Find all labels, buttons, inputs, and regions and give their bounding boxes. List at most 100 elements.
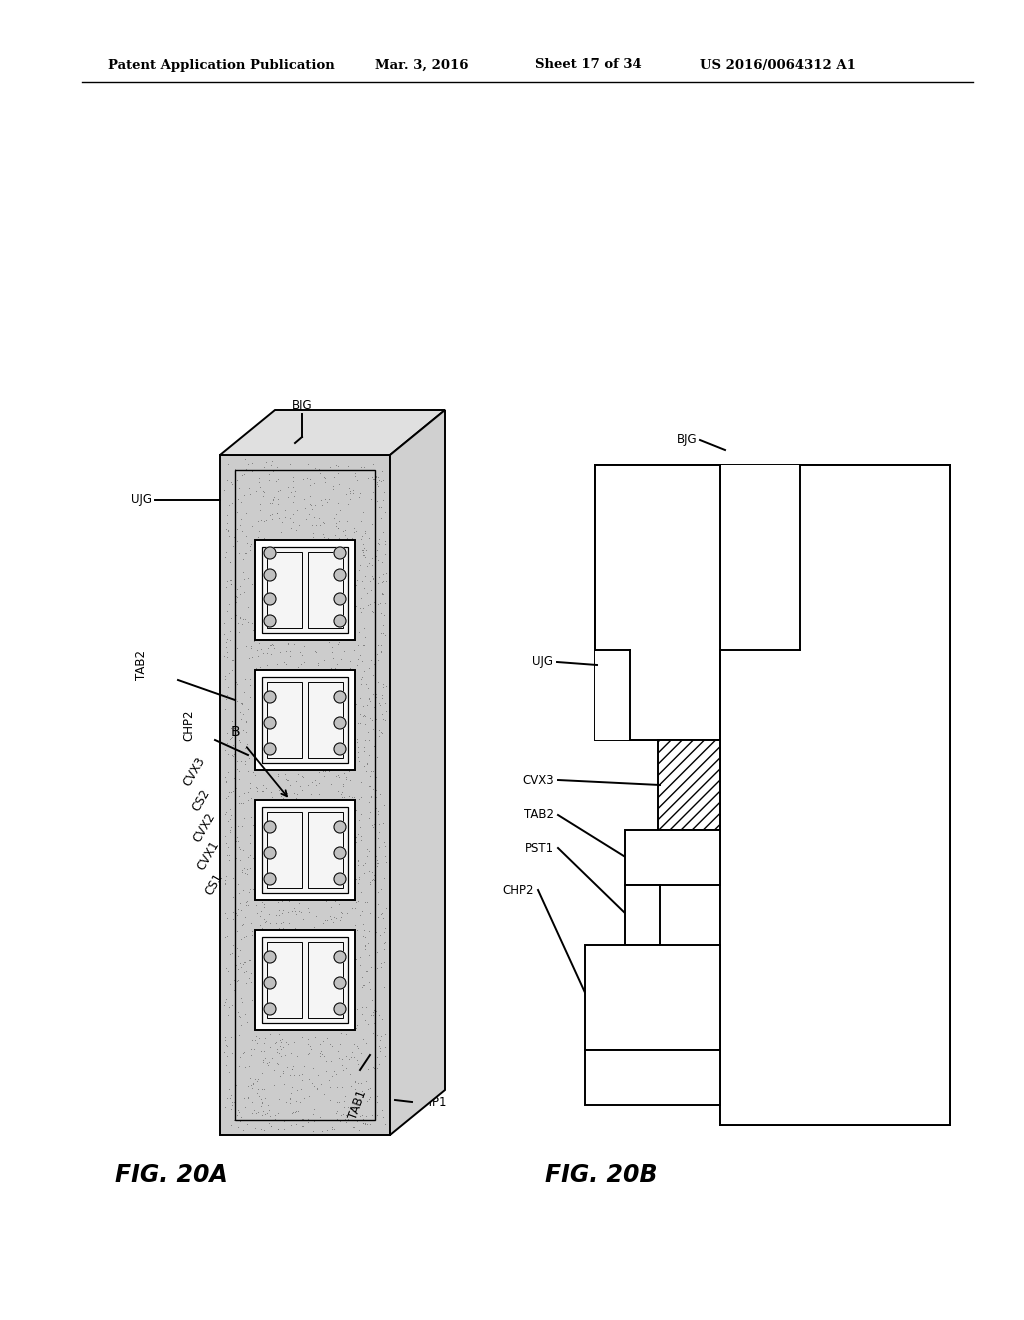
Point [249, 853, 265, 874]
Point [254, 809, 270, 830]
Point [347, 536, 364, 557]
Point [304, 1072, 321, 1093]
Point [336, 763, 352, 784]
Point [275, 859, 292, 880]
Point [316, 949, 333, 970]
Point [331, 562, 347, 583]
Point [332, 875, 348, 896]
Point [217, 873, 233, 894]
Point [305, 916, 322, 937]
Point [364, 814, 380, 836]
Point [287, 900, 303, 921]
Point [371, 470, 387, 491]
Point [327, 594, 343, 615]
Point [329, 803, 345, 824]
Point [338, 766, 354, 787]
Point [310, 784, 327, 805]
Point [234, 915, 251, 936]
Point [316, 766, 333, 787]
Point [253, 730, 269, 751]
Point [345, 558, 361, 579]
Point [349, 635, 366, 656]
Point [292, 1092, 308, 1113]
Point [249, 989, 265, 1010]
Point [282, 1088, 298, 1109]
Point [273, 759, 290, 780]
Point [216, 1097, 232, 1118]
Point [230, 543, 247, 564]
Point [219, 520, 236, 541]
Point [309, 652, 326, 673]
Point [289, 851, 305, 873]
Point [338, 587, 354, 609]
Point [242, 845, 258, 866]
Point [340, 591, 356, 612]
Point [346, 1117, 362, 1138]
Point [246, 700, 262, 721]
Point [233, 987, 250, 1008]
Point [248, 776, 264, 797]
Point [246, 878, 262, 899]
Point [361, 1077, 378, 1098]
Point [217, 541, 233, 562]
Point [334, 755, 350, 776]
Point [241, 568, 257, 589]
Point [331, 527, 347, 548]
Text: B: B [230, 725, 240, 739]
Point [362, 873, 379, 894]
Point [335, 774, 351, 795]
Point [319, 682, 336, 704]
Point [353, 804, 370, 825]
Point [333, 783, 349, 804]
Point [357, 730, 374, 751]
Point [293, 1014, 309, 1035]
Point [229, 673, 246, 694]
Point [231, 607, 248, 628]
Point [251, 632, 267, 653]
Point [285, 1102, 301, 1123]
Point [325, 647, 341, 668]
Point [322, 921, 338, 942]
Point [227, 624, 244, 645]
Point [307, 458, 324, 479]
Point [238, 751, 254, 772]
Point [315, 721, 332, 742]
Point [258, 911, 274, 932]
Point [234, 880, 251, 902]
Point [321, 756, 337, 777]
Point [285, 743, 301, 764]
Point [375, 521, 391, 543]
Point [276, 719, 293, 741]
Point [285, 503, 301, 524]
Point [356, 706, 373, 727]
Point [343, 1047, 359, 1068]
Text: UJG: UJG [131, 494, 152, 507]
Point [281, 1001, 297, 1022]
Point [297, 498, 313, 519]
Point [236, 463, 252, 484]
Point [365, 569, 381, 590]
Point [268, 503, 285, 524]
Point [272, 533, 289, 554]
Point [248, 1102, 264, 1123]
Point [338, 483, 354, 504]
Point [280, 1007, 296, 1028]
Point [334, 936, 350, 957]
Point [220, 845, 237, 866]
Point [346, 521, 362, 543]
Point [307, 972, 324, 993]
Circle shape [334, 615, 346, 627]
Polygon shape [220, 455, 390, 1135]
Point [259, 1012, 275, 1034]
Point [361, 708, 378, 729]
Point [269, 1052, 286, 1073]
Point [255, 457, 271, 478]
Point [298, 690, 314, 711]
Point [290, 624, 306, 645]
Point [358, 838, 375, 859]
Point [302, 1035, 318, 1056]
Point [359, 1090, 376, 1111]
Point [342, 651, 358, 672]
Point [236, 783, 252, 804]
Point [289, 788, 305, 809]
